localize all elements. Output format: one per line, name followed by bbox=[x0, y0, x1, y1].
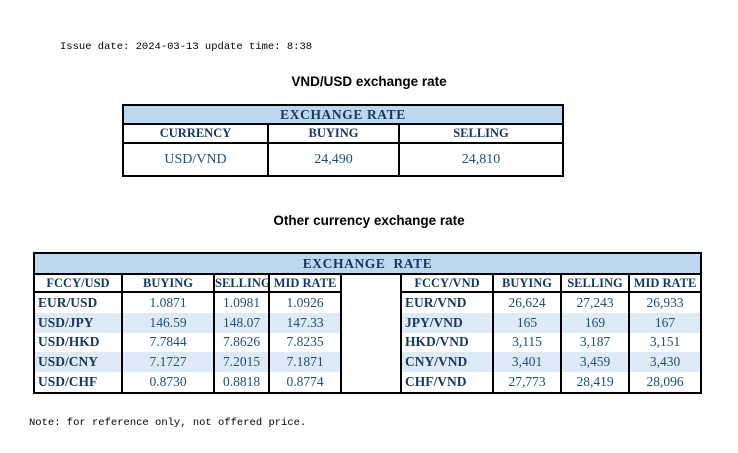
note-line: Note: for reference only, not offered pr… bbox=[29, 417, 307, 429]
table1-selling-value: 24,810 bbox=[397, 142, 565, 177]
table-row: EUR/USD 1.0871 1.0981 1.0926 EUR/VND 26,… bbox=[33, 292, 703, 313]
usd-hkd-selling: 7.8626 bbox=[213, 332, 270, 353]
usd-chf-selling: 0.8818 bbox=[213, 372, 270, 393]
pair-eur-vnd: EUR/VND bbox=[400, 292, 494, 313]
jpy-vnd-mid: 167 bbox=[627, 312, 703, 333]
hkd-vnd-mid: 3,151 bbox=[627, 332, 703, 353]
cny-vnd-selling: 3,459 bbox=[560, 352, 630, 373]
table2-left-col-mid-rate: MID RATE bbox=[268, 273, 342, 293]
usd-chf-mid: 0.8774 bbox=[268, 372, 342, 393]
table2-right-col-fccy-vnd: FCCY/VND bbox=[400, 273, 494, 293]
vnd-usd-rate-table: EXCHANGE RATE CURRENCY BUYING SELLING US… bbox=[121, 104, 565, 177]
pair-cny-vnd: CNY/VND bbox=[400, 352, 494, 373]
chf-vnd-mid: 28,096 bbox=[627, 372, 703, 393]
pair-eur-usd: EUR/USD bbox=[33, 292, 123, 313]
pair-chf-vnd: CHF/VND bbox=[400, 372, 494, 393]
eur-vnd-mid: 26,933 bbox=[627, 292, 703, 313]
table2-left-col-fccy-usd: FCCY/USD bbox=[33, 273, 123, 293]
eur-vnd-selling: 27,243 bbox=[560, 292, 630, 313]
pair-hkd-vnd: HKD/VND bbox=[400, 332, 494, 353]
chf-vnd-selling: 28,419 bbox=[560, 372, 630, 393]
usd-jpy-buying: 146.59 bbox=[121, 312, 215, 333]
pair-jpy-vnd: JPY/VND bbox=[400, 312, 494, 333]
table2-banner: EXCHANGE RATE bbox=[32, 252, 703, 275]
table2-column-header-row: FCCY/USD BUYING SELLING MID RATE FCCY/VN… bbox=[33, 273, 703, 393]
table2-right-col-selling: SELLING bbox=[560, 273, 630, 293]
table-row: USD/CNY 7.1727 7.2015 7.1871 CNY/VND 3,4… bbox=[33, 352, 703, 373]
table1-col-currency: CURRENCY bbox=[122, 123, 269, 144]
vnd-usd-section-title: VND/USD exchange rate bbox=[291, 74, 447, 89]
usd-cny-mid: 7.1871 bbox=[268, 352, 342, 373]
cny-vnd-buying: 3,401 bbox=[492, 352, 562, 373]
table2-right-col-buying: BUYING bbox=[492, 273, 562, 293]
table1-column-header-row: CURRENCY BUYING SELLING bbox=[122, 123, 565, 144]
table1-banner: EXCHANGE RATE bbox=[121, 104, 565, 125]
pair-usd-chf: USD/CHF bbox=[33, 372, 123, 393]
hkd-vnd-selling: 3,187 bbox=[560, 332, 630, 353]
separator-cell bbox=[340, 274, 402, 393]
usd-cny-buying: 7.1727 bbox=[121, 352, 215, 373]
eur-vnd-buying: 26,624 bbox=[492, 292, 562, 313]
cny-vnd-mid: 3,430 bbox=[627, 352, 703, 373]
usd-cny-selling: 7.2015 bbox=[213, 352, 270, 373]
pair-usd-hkd: USD/HKD bbox=[33, 332, 123, 353]
jpy-vnd-selling: 169 bbox=[560, 312, 630, 333]
table2-right-col-mid-rate: MID RATE bbox=[627, 273, 703, 293]
table-row: USD/CHF 0.8730 0.8818 0.8774 CHF/VND 27,… bbox=[33, 372, 703, 393]
table-row: USD/JPY 146.59 148.07 147.33 JPY/VND 165… bbox=[33, 312, 703, 333]
table1-buying-value: 24,490 bbox=[267, 142, 400, 177]
other-currency-section-title: Other currency exchange rate bbox=[273, 213, 465, 228]
table1-col-selling: SELLING bbox=[397, 123, 565, 144]
eur-usd-mid: 1.0926 bbox=[268, 292, 342, 313]
eur-usd-selling: 1.0981 bbox=[213, 292, 270, 313]
table1-col-buying: BUYING bbox=[267, 123, 400, 144]
other-currency-rate-table: EXCHANGE RATE FCCY/USD BUYING SELLING MI… bbox=[32, 252, 703, 394]
issue-date-line: Issue date: 2024-03-13 update time: 8:38 bbox=[60, 41, 313, 53]
jpy-vnd-buying: 165 bbox=[492, 312, 562, 333]
table-row: USD/VND 24,490 24,810 bbox=[122, 142, 565, 177]
table2-left-col-selling: SELLING bbox=[213, 273, 270, 293]
table-row: USD/HKD 7.7844 7.8626 7.8235 HKD/VND 3,1… bbox=[33, 332, 703, 353]
pair-usd-cny: USD/CNY bbox=[33, 352, 123, 373]
usd-hkd-mid: 7.8235 bbox=[268, 332, 342, 353]
table1-currency-pair: USD/VND bbox=[122, 142, 269, 177]
usd-hkd-buying: 7.7844 bbox=[121, 332, 215, 353]
pair-usd-jpy: USD/JPY bbox=[33, 312, 123, 333]
eur-usd-buying: 1.0871 bbox=[121, 292, 215, 313]
hkd-vnd-buying: 3,115 bbox=[492, 332, 562, 353]
table2-left-col-buying: BUYING bbox=[121, 273, 215, 293]
usd-jpy-selling: 148.07 bbox=[213, 312, 270, 333]
usd-chf-buying: 0.8730 bbox=[121, 372, 215, 393]
chf-vnd-buying: 27,773 bbox=[492, 372, 562, 393]
usd-jpy-mid: 147.33 bbox=[268, 312, 342, 333]
